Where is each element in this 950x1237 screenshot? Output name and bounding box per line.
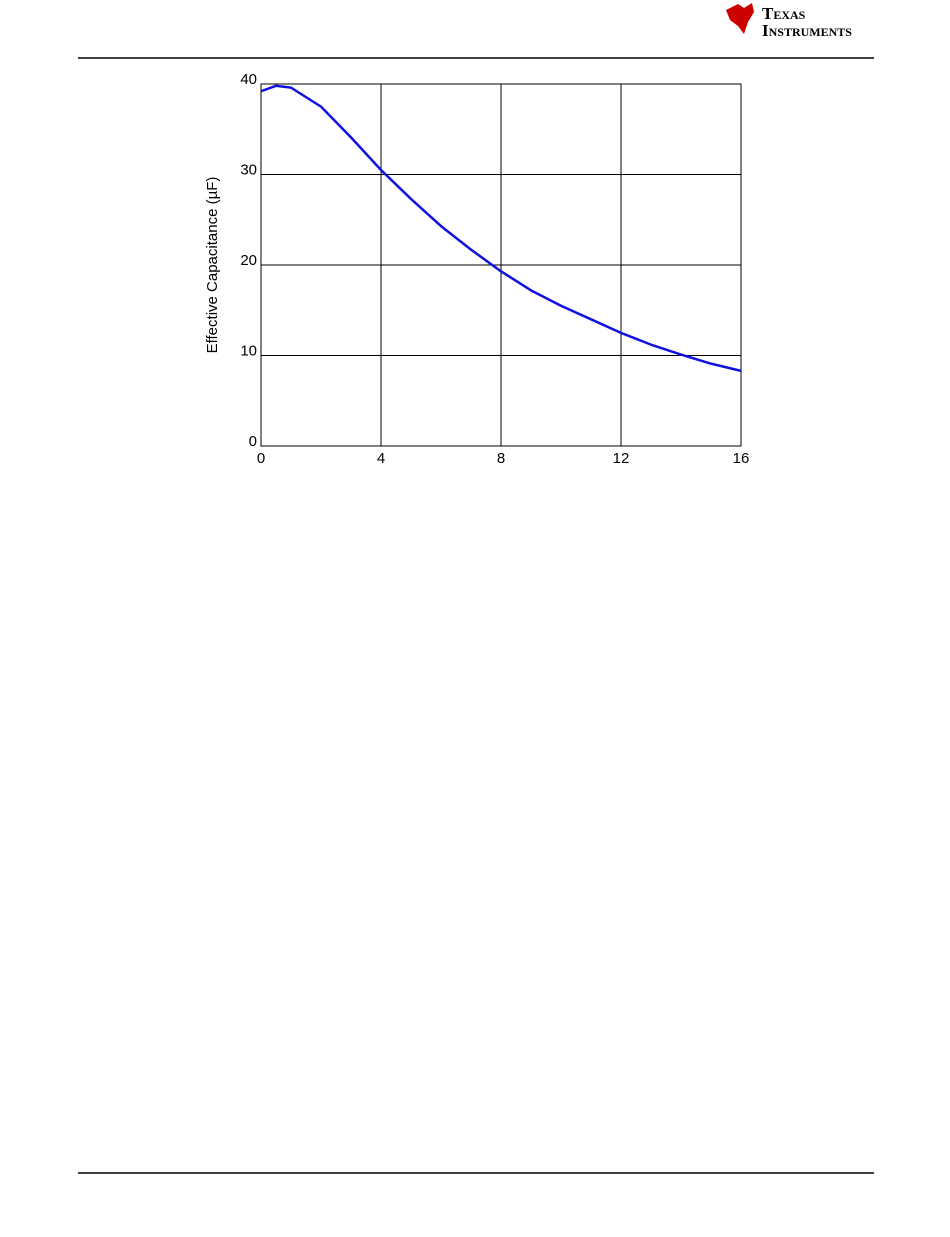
- y-tick-label: 0: [249, 433, 257, 450]
- logo-text: Texas: [762, 4, 806, 23]
- logo-icon: [726, 3, 754, 34]
- y-tick-label: 20: [240, 252, 257, 269]
- y-tick-label: 10: [240, 342, 257, 359]
- y-tick-label: 40: [240, 71, 257, 88]
- y-tick-label: 30: [240, 161, 257, 178]
- x-tick-label: 8: [497, 450, 505, 467]
- plot: 0 10 20 30 40 0 4 8 12 16: [240, 71, 749, 467]
- x-tick-label: 12: [613, 450, 630, 467]
- x-tick-label: 4: [377, 450, 385, 467]
- y-axis-label: Effective Capacitance (µF): [204, 177, 221, 354]
- logo-text: Instruments: [762, 21, 852, 40]
- logo: Texas Instruments: [726, 3, 852, 40]
- x-tick-label: 16: [733, 450, 750, 467]
- x-tick-label: 0: [257, 450, 265, 467]
- data-line: [260, 84, 742, 373]
